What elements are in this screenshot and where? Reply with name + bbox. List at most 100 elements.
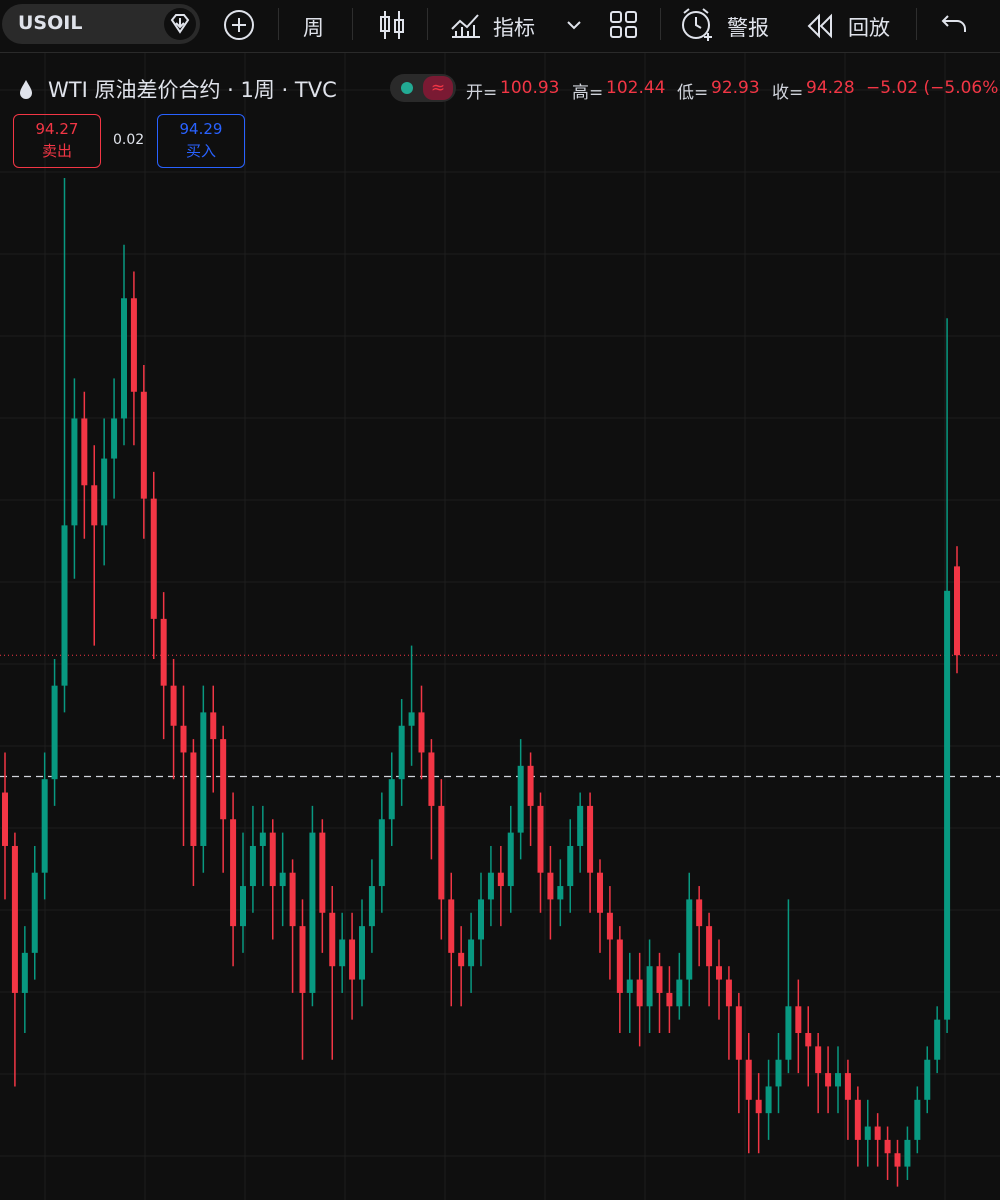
- candle-body: [944, 590, 951, 1020]
- candle-body: [309, 832, 316, 993]
- candle-body: [61, 525, 68, 686]
- svg-text:≈: ≈: [431, 78, 445, 98]
- candle-body: [725, 979, 732, 1007]
- candle-body: [914, 1099, 921, 1140]
- change: −5.02 (−5.06%): [866, 78, 1000, 98]
- candle-body: [368, 886, 375, 927]
- candle-body: [41, 779, 48, 873]
- market-status[interactable]: ≈: [390, 74, 456, 102]
- candle-body: [557, 886, 564, 900]
- candle-body: [21, 952, 28, 993]
- candle-body: [884, 1139, 891, 1154]
- candle-body: [854, 1099, 861, 1140]
- candle-body: [398, 725, 405, 780]
- candle-body: [170, 685, 177, 726]
- candle-body: [527, 765, 534, 806]
- sell-button[interactable]: 94.27 卖出: [13, 114, 101, 168]
- candle-body: [874, 1126, 881, 1140]
- candle-body: [547, 872, 554, 900]
- sell-label: 卖出: [41, 142, 72, 160]
- candle-body: [240, 886, 246, 927]
- candle-body: [319, 832, 326, 913]
- candle-body: [111, 418, 118, 459]
- open-value: 100.93: [500, 78, 560, 98]
- candle-body: [71, 418, 78, 526]
- candle-body: [775, 1059, 782, 1087]
- candle-body: [805, 1033, 812, 1047]
- separator: [352, 8, 353, 40]
- candle-body: [735, 1006, 742, 1060]
- candle-body: [289, 872, 296, 927]
- candle-body: [815, 1046, 822, 1074]
- separator: [278, 8, 279, 40]
- candle-body: [91, 485, 98, 526]
- candle-body: [487, 872, 494, 900]
- candle-body: [716, 966, 722, 980]
- candle-body: [121, 298, 127, 419]
- candle-body: [458, 952, 465, 967]
- layout-button[interactable]: [609, 10, 639, 40]
- replay-button[interactable]: 回放: [848, 16, 890, 40]
- symbol[interactable]: USOIL: [18, 12, 83, 34]
- candle-body: [408, 712, 415, 726]
- candle-body: [577, 805, 584, 846]
- low-label: 低=: [677, 83, 709, 103]
- candle-body: [51, 685, 58, 780]
- candle-body: [696, 899, 703, 927]
- dropdown-arrow[interactable]: [566, 17, 582, 33]
- high-value: 102.44: [606, 78, 666, 98]
- indicators-button[interactable]: 指标: [493, 16, 535, 40]
- candle-body: [31, 872, 38, 953]
- symbol-search[interactable]: USOIL: [2, 4, 200, 44]
- candle-body: [349, 939, 356, 980]
- candle-body: [537, 805, 544, 873]
- candle-body: [81, 418, 88, 486]
- candle-body: [616, 939, 623, 993]
- alerts-icon: [682, 8, 712, 41]
- spread: 0.02: [113, 132, 145, 148]
- status-icons: ≈: [401, 76, 453, 100]
- candle-body: [160, 618, 167, 686]
- legend: WTI 原油差价合约 · 1周 · TVC ≈ 开= 100.93 高= 102…: [0, 74, 1000, 104]
- chart-type-button[interactable]: [377, 8, 407, 42]
- candle-body: [686, 899, 693, 980]
- candle-body: [140, 391, 147, 499]
- sell-price: 94.27: [35, 120, 79, 138]
- toolbar: USOIL 周 指标 警报 回放: [0, 0, 1000, 53]
- buy-price: 94.29: [179, 120, 223, 138]
- candle-body: [249, 845, 256, 887]
- candle-body: [478, 899, 484, 940]
- open-label: 开=: [466, 83, 498, 103]
- buy-button[interactable]: 94.29 买入: [157, 114, 245, 168]
- replay-icon: [807, 13, 832, 39]
- alerts-button[interactable]: 警报: [727, 16, 769, 40]
- candle-body: [2, 792, 8, 846]
- close-label: 收=: [772, 83, 804, 103]
- candle-body: [339, 939, 346, 967]
- candle-body: [765, 1086, 772, 1114]
- candle-body: [567, 845, 574, 887]
- separator: [660, 8, 661, 40]
- interval-button[interactable]: 周: [303, 16, 324, 40]
- candle-body: [745, 1059, 752, 1100]
- candle-body: [200, 712, 207, 846]
- candle-body: [825, 1073, 832, 1087]
- undo-button[interactable]: [940, 10, 970, 40]
- candle-body: [468, 939, 475, 967]
- candle-body: [378, 819, 385, 887]
- candle-body: [448, 899, 455, 953]
- candle-body: [676, 979, 683, 1007]
- candle-body: [954, 566, 960, 656]
- candle-body: [418, 712, 425, 753]
- symbol-icon: [164, 8, 196, 40]
- candle-body: [795, 1006, 802, 1034]
- candle-body: [210, 712, 217, 740]
- candle-body: [894, 1153, 901, 1167]
- separator: [916, 8, 917, 40]
- add-button[interactable]: [222, 8, 256, 42]
- candle-body: [904, 1139, 911, 1167]
- candle-body: [587, 805, 594, 873]
- candle-body: [597, 872, 603, 913]
- candle-body: [130, 298, 137, 392]
- candle-body: [180, 725, 187, 753]
